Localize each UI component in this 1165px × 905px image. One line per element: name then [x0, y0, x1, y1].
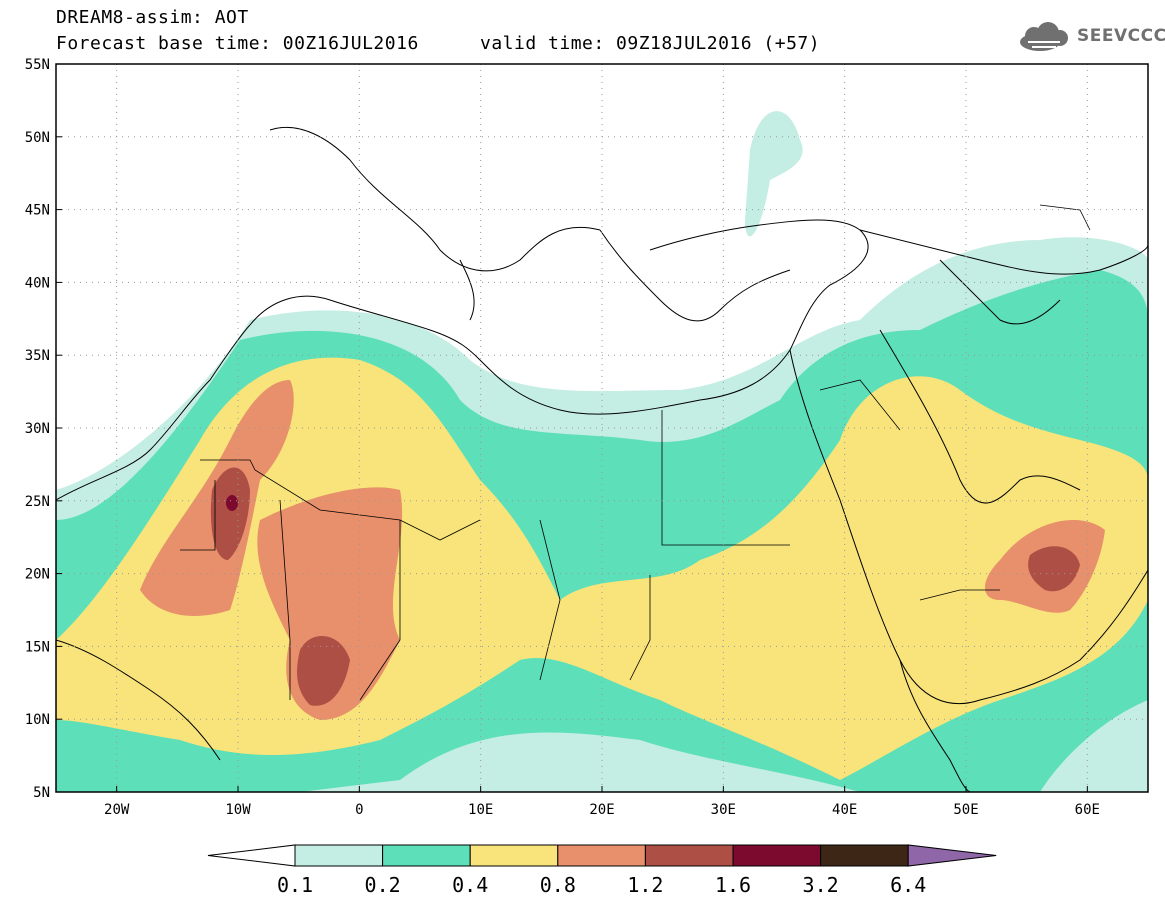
lon-label: 20W	[104, 802, 130, 818]
lat-label: 20N	[25, 567, 50, 583]
lat-label: 45N	[25, 203, 50, 219]
colorbar-label: 6.4	[890, 873, 926, 897]
colorbar-label: 0.4	[452, 873, 488, 897]
colorbar-label: 1.6	[715, 873, 751, 897]
lon-label: 0	[355, 802, 363, 818]
valid-time: valid time: 09Z18JUL2016 (+57)	[480, 33, 821, 54]
map-title: DREAM8-assim: AOT	[56, 7, 249, 28]
logo-text: SEEVCCC	[1077, 26, 1165, 46]
colorbar-label: 0.8	[540, 873, 576, 897]
lat-label: 35N	[25, 348, 50, 364]
forecast-base-time: Forecast base time: 00Z16JUL2016	[56, 33, 419, 54]
colorbar-segment	[732, 844, 822, 867]
colorbar-label: 0.2	[365, 873, 401, 897]
lat-label: 30N	[25, 421, 50, 437]
aot-field	[56, 111, 1148, 792]
colorbar-left-arrow	[207, 844, 296, 867]
aot-contour-1.2-west	[210, 467, 250, 560]
lat-label: 40N	[25, 275, 50, 291]
aot-contour-1.2-oman	[1028, 546, 1080, 592]
lon-label: 20E	[589, 802, 614, 818]
colorbar-segment	[469, 844, 559, 867]
colorbar-label: 1.2	[627, 873, 663, 897]
map-axes: 55N 50N 45N 40N 35N 30N 25N 20N 15N 10N 5N 20W 10W 0 1…	[25, 57, 1100, 818]
lon-label: 30E	[711, 802, 736, 818]
colorbar-segment	[820, 844, 909, 867]
lat-label: 15N	[25, 639, 50, 655]
aot-contour-1.2-mali	[297, 636, 350, 706]
graticule	[56, 64, 1148, 792]
lat-label: 5N	[33, 785, 50, 801]
lat-label: 10N	[25, 712, 50, 728]
lon-label: 10W	[225, 802, 251, 818]
cloud-logo-icon	[1020, 22, 1068, 51]
lon-label: 10E	[468, 802, 493, 818]
colorbar-right-arrow	[907, 844, 997, 867]
lat-label: 25N	[25, 494, 50, 510]
country-borders	[180, 204, 1091, 701]
aot-contour-0.1-north	[745, 111, 803, 237]
lat-label: 50N	[25, 130, 50, 146]
colorbar: 0.1 0.2 0.4 0.8 1.2 1.6 3.2 6.4	[207, 844, 997, 897]
lat-label: 55N	[25, 57, 50, 73]
colorbar-segment	[644, 844, 734, 867]
colorbar-label: 0.1	[277, 873, 313, 897]
colorbar-label: 3.2	[803, 873, 839, 897]
colorbar-segment	[557, 844, 646, 867]
aot-contour-0.8-mali	[257, 487, 403, 720]
colorbar-segment	[382, 844, 471, 867]
coastlines	[56, 126, 1148, 792]
lon-label: 50E	[953, 802, 978, 818]
colorbar-segment	[294, 844, 384, 867]
aot-contour-1.6	[226, 495, 238, 511]
lon-label: 40E	[832, 802, 857, 818]
lon-label: 60E	[1075, 802, 1100, 818]
